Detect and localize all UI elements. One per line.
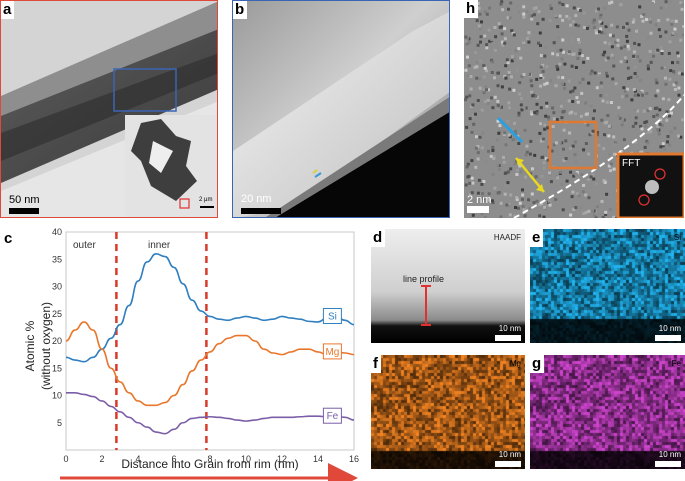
y-tick-label: 20 — [52, 336, 62, 346]
legend-box-mg — [322, 343, 342, 360]
panel-b-scale-bar — [241, 208, 281, 214]
x-axis-label: Distance into Grain from rim (nm) — [121, 457, 298, 471]
y-tick-label: 25 — [52, 309, 62, 319]
region-outer-label: outer — [73, 240, 96, 251]
panel-e-scale-text: 10 nm — [658, 324, 681, 333]
panel-b-label: b — [233, 1, 248, 19]
legend-label-fe: Fe — [327, 411, 339, 422]
panel-c-label: c — [4, 230, 13, 247]
panel-h-label: h — [464, 0, 479, 18]
region-inner-label: inner — [148, 240, 171, 251]
panel-h: h 2 nm FFT — [464, 0, 684, 218]
x-tick-label: 16 — [349, 454, 359, 464]
panel-f-label: f — [371, 355, 381, 373]
mg-map — [371, 355, 525, 469]
panel-e-scale-bar — [655, 335, 681, 341]
x-tick-label: 10 — [241, 454, 251, 464]
panel-f-scale-bar — [495, 461, 521, 467]
panel-h-scale-text: 2 nm — [467, 194, 492, 206]
panel-f-element: Mg — [509, 359, 521, 368]
x-tick-label: 12 — [277, 454, 287, 464]
panel-a-scale-bar — [9, 208, 39, 214]
x-tick-label: 8 — [207, 454, 212, 464]
panel-g: g Fe 10 nm — [530, 355, 685, 469]
y-tick-label: 10 — [52, 391, 62, 401]
panel-d-label: d — [371, 229, 386, 247]
series-line-si — [65, 252, 355, 363]
y-tick-label: 30 — [52, 282, 62, 292]
x-tick-label: 4 — [135, 454, 140, 464]
y-tick-label: 35 — [52, 254, 62, 264]
x-tick-label: 6 — [171, 454, 176, 464]
legend-box-si — [322, 307, 342, 324]
panel-f: f Mg 10 nm — [371, 355, 525, 469]
series-line-fe — [66, 391, 355, 435]
series-line-mg — [65, 321, 355, 407]
panel-d: d HAADF line profile 10 nm — [371, 229, 525, 343]
panel-a-label: a — [1, 1, 15, 19]
panel-d-image — [371, 229, 525, 343]
panel-g-scale-text: 10 nm — [658, 450, 681, 459]
panel-b-scale-text: 20 nm — [241, 193, 272, 205]
panel-e: e Si 10 nm — [530, 229, 685, 343]
legend-label-mg: Mg — [325, 347, 339, 358]
panel-a-scale-text: 50 nm — [9, 194, 40, 206]
panel-a-inset-scale: 2 µm — [199, 197, 213, 203]
panel-g-label: g — [530, 355, 545, 373]
y-axis-label: Atomic % — [23, 320, 37, 371]
legend-box-fe — [322, 407, 342, 424]
x-tick-label: 2 — [99, 454, 104, 464]
atomic-percent-chart: 0 2 4 6 8 10 12 14 16 5 10 15 20 25 30 35 40 Si Mg Fe oute… — [23, 228, 359, 481]
panel-b: b 20 nm — [232, 0, 450, 218]
panel-e-label: e — [530, 229, 544, 247]
panel-g-scale-bar — [655, 461, 681, 467]
legend-label-si: Si — [328, 311, 337, 322]
panel-h-fft-label: FFT — [622, 158, 641, 169]
panel-g-element: Fe — [671, 359, 681, 368]
panel-a: a 2 µm 50 nm — [0, 0, 218, 218]
panel-b-image — [233, 1, 449, 217]
panel-c: c 0 2 4 6 8 10 12 14 16 5 10 15 20 25 30 35 40 Si Mg Fe ou… — [0, 228, 362, 481]
panel-h-image — [464, 0, 684, 218]
y-tick-label: 15 — [52, 363, 62, 373]
x-tick-label: 14 — [313, 454, 323, 464]
panel-e-element: Si — [673, 233, 681, 242]
y-axis-label-2: (without oxygen) — [39, 302, 53, 390]
y-tick-label: 40 — [52, 228, 62, 237]
panel-f-scale-text: 10 nm — [498, 450, 521, 459]
si-map — [530, 229, 685, 343]
fe-map — [530, 355, 685, 469]
panel-a-image — [1, 1, 217, 217]
panel-d-title: HAADF — [493, 233, 521, 242]
panel-d-scale-text: 10 nm — [498, 324, 521, 333]
line-profile-label: line profile — [403, 274, 445, 284]
x-tick-label: 0 — [63, 454, 68, 464]
y-tick-label: 5 — [57, 418, 62, 428]
